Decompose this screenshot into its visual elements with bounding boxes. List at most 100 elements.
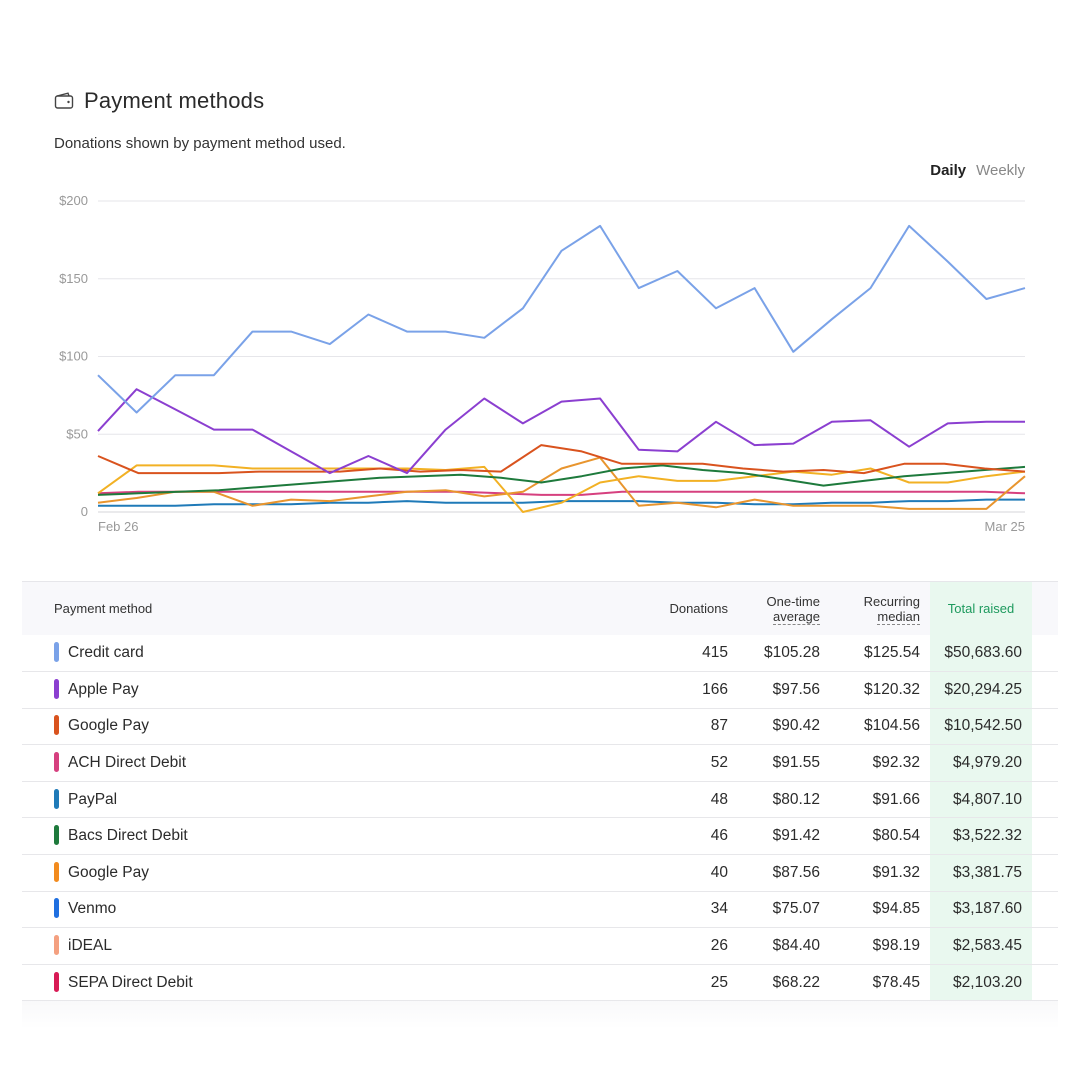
- y-tick-label: $150: [59, 271, 88, 286]
- cell-total-raised: $50,683.60: [930, 635, 1032, 672]
- series-line: [97, 490, 1026, 496]
- cell-recurring-median: $120.32: [863, 680, 920, 698]
- table-header-row: Payment method Donations One-time averag…: [22, 582, 1058, 635]
- series-color-swatch: [54, 788, 59, 809]
- cell-recurring-median: $91.66: [872, 790, 920, 808]
- cell-spacer: [1032, 818, 1058, 855]
- table-row[interactable]: Google Pay 40 $87.56 $91.32 $3,381.75: [22, 854, 1058, 892]
- series-color-swatch: [54, 642, 59, 663]
- series-line: [97, 456, 1026, 510]
- method-label: Venmo: [68, 900, 117, 918]
- series-color-swatch: [54, 825, 59, 846]
- header-onetime-average[interactable]: One-time average: [738, 582, 830, 635]
- table-row[interactable]: iDEAL 26 $84.40 $98.19 $2,583.45: [22, 927, 1058, 965]
- cell-total-raised: $3,522.32: [930, 817, 1032, 855]
- cell-method: iDEAL: [22, 928, 592, 965]
- payment-methods-table: Payment method Donations One-time averag…: [22, 581, 1058, 1001]
- series-line: [98, 498, 1025, 507]
- cell-recurring-median: $91.32: [872, 863, 920, 881]
- header-total-raised[interactable]: Total raised: [930, 582, 1032, 635]
- x-tick-label-start: Feb 26: [98, 519, 138, 534]
- cell-donations: 48: [710, 790, 728, 808]
- cell-spacer: [1032, 635, 1058, 672]
- series-color-swatch: [54, 898, 59, 919]
- cell-donations: 25: [710, 973, 728, 991]
- method-label: Google Pay: [68, 863, 149, 881]
- cell-method: Apple Pay: [22, 672, 592, 709]
- table-row[interactable]: Google Pay 87 $90.42 $104.56 $10,542.50: [22, 708, 1058, 745]
- table-row[interactable]: SEPA Direct Debit 25 $68.22 $78.45 $2,103.20: [22, 964, 1058, 1001]
- header-donations[interactable]: Donations: [669, 601, 728, 616]
- method-label: Apple Pay: [68, 680, 139, 698]
- cell-total-raised: $3,187.60: [930, 891, 1032, 928]
- method-label: iDEAL: [68, 937, 112, 955]
- cell-total-raised: $20,294.25: [930, 671, 1032, 709]
- table-row[interactable]: Venmo 34 $75.07 $94.85 $3,187.60: [22, 891, 1058, 928]
- cell-recurring-median: $125.54: [863, 644, 920, 662]
- cell-recurring-median: $78.45: [872, 973, 920, 991]
- cell-method: Google Pay: [22, 855, 592, 892]
- cell-donations: 40: [710, 863, 728, 881]
- cell-donations: 46: [710, 827, 728, 845]
- cell-donations: 87: [710, 717, 728, 735]
- header-onetime-line2: average: [773, 608, 820, 625]
- cell-total-raised: $2,103.20: [930, 964, 1032, 1001]
- cell-onetime-average: $97.56: [772, 680, 820, 698]
- cell-donations: 26: [710, 937, 728, 955]
- cell-onetime-average: $90.42: [772, 717, 820, 735]
- y-tick-label: 0: [81, 504, 88, 519]
- header-onetime-line1: One-time: [766, 593, 820, 609]
- page-subtitle: Donations shown by payment method used.: [54, 135, 346, 152]
- cell-onetime-average: $91.55: [772, 754, 820, 772]
- header-recurring-line2: median: [877, 608, 920, 625]
- series-line: [97, 444, 1026, 475]
- method-label: ACH Direct Debit: [68, 754, 186, 772]
- table-row[interactable]: Apple Pay 166 $97.56 $120.32 $20,294.25: [22, 671, 1058, 709]
- payment-methods-line-chart: 0 $50 $100 $150 $200 Feb 26 Mar 25: [59, 193, 1026, 534]
- cell-method: Google Pay: [22, 708, 592, 745]
- cell-method: Venmo: [22, 891, 592, 928]
- table-row[interactable]: Bacs Direct Debit 46 $91.42 $80.54 $3,522.32: [22, 817, 1058, 855]
- table-bottom-fade: [22, 1001, 1058, 1029]
- header-spacer: [1032, 582, 1058, 635]
- method-label: Google Pay: [68, 717, 149, 735]
- cell-spacer: [1032, 672, 1058, 709]
- daily-toggle-button[interactable]: Daily: [930, 162, 967, 179]
- cell-recurring-median: $80.54: [872, 827, 920, 845]
- cell-spacer: [1032, 708, 1058, 745]
- y-tick-label: $100: [59, 349, 88, 364]
- cell-onetime-average: $68.22: [772, 973, 820, 991]
- header-payment-method[interactable]: Payment method: [54, 601, 153, 616]
- method-label: SEPA Direct Debit: [68, 973, 193, 991]
- cell-donations: 166: [702, 680, 728, 698]
- cell-method: Credit card: [22, 635, 592, 672]
- header-recurring-line1: Recurring: [863, 593, 920, 609]
- cell-total-raised: $4,807.10: [930, 781, 1032, 818]
- series-line: [97, 388, 1025, 475]
- y-tick-label: $50: [66, 426, 88, 441]
- series-color-swatch: [54, 752, 59, 773]
- method-label: PayPal: [68, 790, 118, 808]
- cell-onetime-average: $87.56: [772, 863, 820, 881]
- wallet-icon: [54, 91, 74, 111]
- table-row[interactable]: PayPal 48 $80.12 $91.66 $4,807.10: [22, 781, 1058, 818]
- cell-onetime-average: $75.07: [772, 900, 820, 918]
- period-toggle: Daily Weekly: [930, 162, 1025, 179]
- series-line: [97, 464, 1026, 513]
- cell-method: SEPA Direct Debit: [22, 964, 592, 1001]
- y-tick-label: $200: [59, 193, 88, 208]
- cell-recurring-median: $94.85: [872, 900, 920, 918]
- cell-recurring-median: $98.19: [872, 937, 920, 955]
- cell-donations: 34: [710, 900, 728, 918]
- cell-donations: 415: [702, 644, 728, 662]
- table-row[interactable]: Credit card 415 $105.28 $125.54 $50,683.60: [22, 635, 1058, 672]
- weekly-toggle-button[interactable]: Weekly: [976, 162, 1025, 179]
- card-header: Payment methods: [54, 88, 264, 114]
- cell-total-raised: $2,583.45: [930, 927, 1032, 965]
- header-recurring-median[interactable]: Recurring median: [830, 582, 930, 635]
- method-label: Bacs Direct Debit: [68, 827, 188, 845]
- table-row[interactable]: ACH Direct Debit 52 $91.55 $92.32 $4,979.20: [22, 744, 1058, 782]
- cell-spacer: [1032, 964, 1058, 1001]
- method-label: Credit card: [68, 644, 144, 662]
- cell-spacer: [1032, 855, 1058, 892]
